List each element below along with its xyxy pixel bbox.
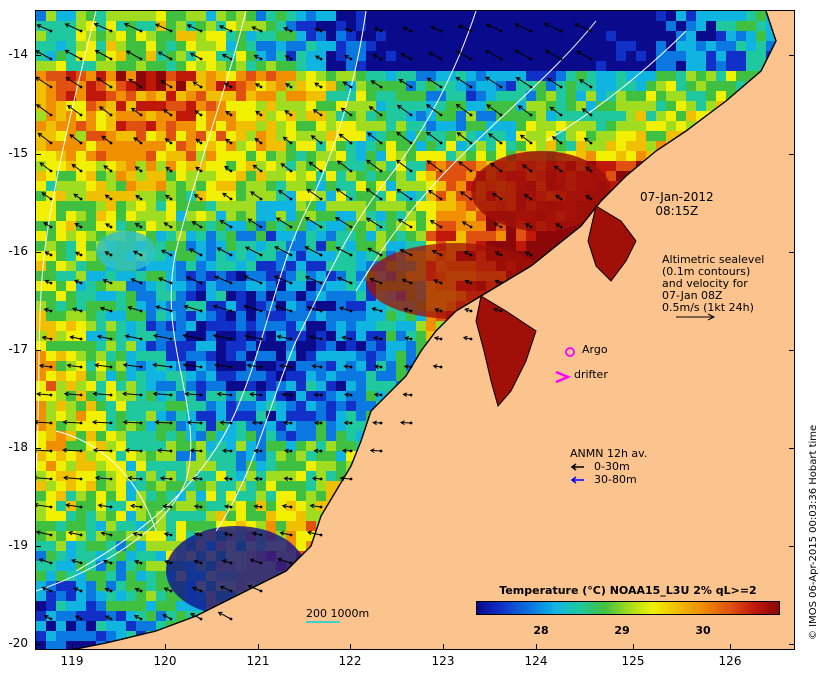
coastline <box>72 11 777 649</box>
anmn-deep-arrow <box>570 476 584 484</box>
y-tick-label: -19 <box>8 538 28 552</box>
colorbar-tick: 28 <box>533 624 549 637</box>
warm-water-patch <box>471 151 611 231</box>
credit-text: © IMOS 06-Apr-2015 00:03:36 Hobart time <box>808 424 819 640</box>
x-tick-mark <box>633 644 634 650</box>
x-tick-mark <box>350 644 351 650</box>
cool-water-patch <box>96 231 156 271</box>
altimetry-legend: Altimetric sealevel (0.1m contours) and … <box>662 254 764 314</box>
altimetry-line: (0.1m contours) <box>662 265 751 278</box>
altimetry-line: 0.5m/s (1kt 24h) <box>662 301 754 314</box>
sst-map <box>36 11 794 649</box>
drifter-marker <box>555 370 572 384</box>
reference-vector <box>676 313 716 321</box>
temperature-colorbar <box>476 601 780 615</box>
y-tick-mark <box>35 55 41 56</box>
x-tick-label: 124 <box>524 654 548 668</box>
y-tick-mark <box>35 644 41 645</box>
anmn-title: ANMN 12h av. <box>570 447 648 460</box>
x-tick-label: 126 <box>718 654 742 668</box>
map-panel <box>35 10 795 650</box>
coastal-inlet <box>587 205 637 282</box>
bathymetry-scale-label: 200 1000m <box>306 607 370 620</box>
y-tick-label: -14 <box>8 47 28 61</box>
altimetry-line: 07-Jan 08Z <box>662 289 723 302</box>
colorbar-tick: 29 <box>614 624 630 637</box>
y-tick-label: -16 <box>8 244 28 258</box>
anmn-deep-label: 30-80m <box>594 473 637 486</box>
sealevel-contours <box>36 11 687 592</box>
y-tick-mark <box>35 252 41 253</box>
argo-label: Argo <box>582 343 608 356</box>
time-text: 08:15Z <box>655 204 699 218</box>
x-tick-label: 123 <box>431 654 455 668</box>
king-sound-inlet <box>475 295 537 408</box>
y-tick-label: -15 <box>8 146 28 160</box>
anmn-shallow-arrow <box>570 463 584 471</box>
y-tick-label: -18 <box>8 440 28 454</box>
x-tick-mark <box>443 644 444 650</box>
drifter-label: drifter <box>574 368 608 381</box>
x-tick-label: 125 <box>621 654 645 668</box>
x-tick-mark <box>165 644 166 650</box>
y-tick-label: -20 <box>8 636 28 650</box>
y-tick-mark <box>789 644 795 645</box>
altimetry-line: Altimetric sealevel <box>662 253 765 266</box>
y-tick-mark <box>35 350 41 351</box>
x-tick-label: 121 <box>246 654 270 668</box>
x-tick-label: 119 <box>60 654 84 668</box>
x-tick-mark <box>730 644 731 650</box>
x-tick-mark <box>536 644 537 650</box>
y-tick-mark <box>789 448 795 449</box>
x-tick-mark <box>258 644 259 650</box>
y-tick-mark <box>789 546 795 547</box>
y-tick-mark <box>789 350 795 351</box>
y-tick-mark <box>35 154 41 155</box>
argo-marker <box>565 347 575 357</box>
date-time-label: 07-Jan-2012 08:15Z <box>640 190 714 218</box>
anmn-shallow-label: 0-30m <box>594 460 630 473</box>
x-tick-label: 120 <box>153 654 177 668</box>
bathymetry-scale-line <box>306 621 340 623</box>
date-text: 07-Jan-2012 <box>640 190 714 204</box>
colorbar-tick: 30 <box>695 624 711 637</box>
velocity-vectors <box>36 22 593 621</box>
colorbar-title: Temperature (°C) NOAA15_L3U 2% qL>=2 <box>499 584 757 597</box>
y-tick-mark <box>789 252 795 253</box>
y-tick-mark <box>789 55 795 56</box>
y-tick-mark <box>789 154 795 155</box>
x-tick-mark <box>72 644 73 650</box>
y-tick-label: -17 <box>8 342 28 356</box>
altimetry-line: and velocity for <box>662 277 748 290</box>
y-tick-mark <box>35 546 41 547</box>
y-tick-mark <box>35 448 41 449</box>
x-tick-label: 122 <box>338 654 362 668</box>
